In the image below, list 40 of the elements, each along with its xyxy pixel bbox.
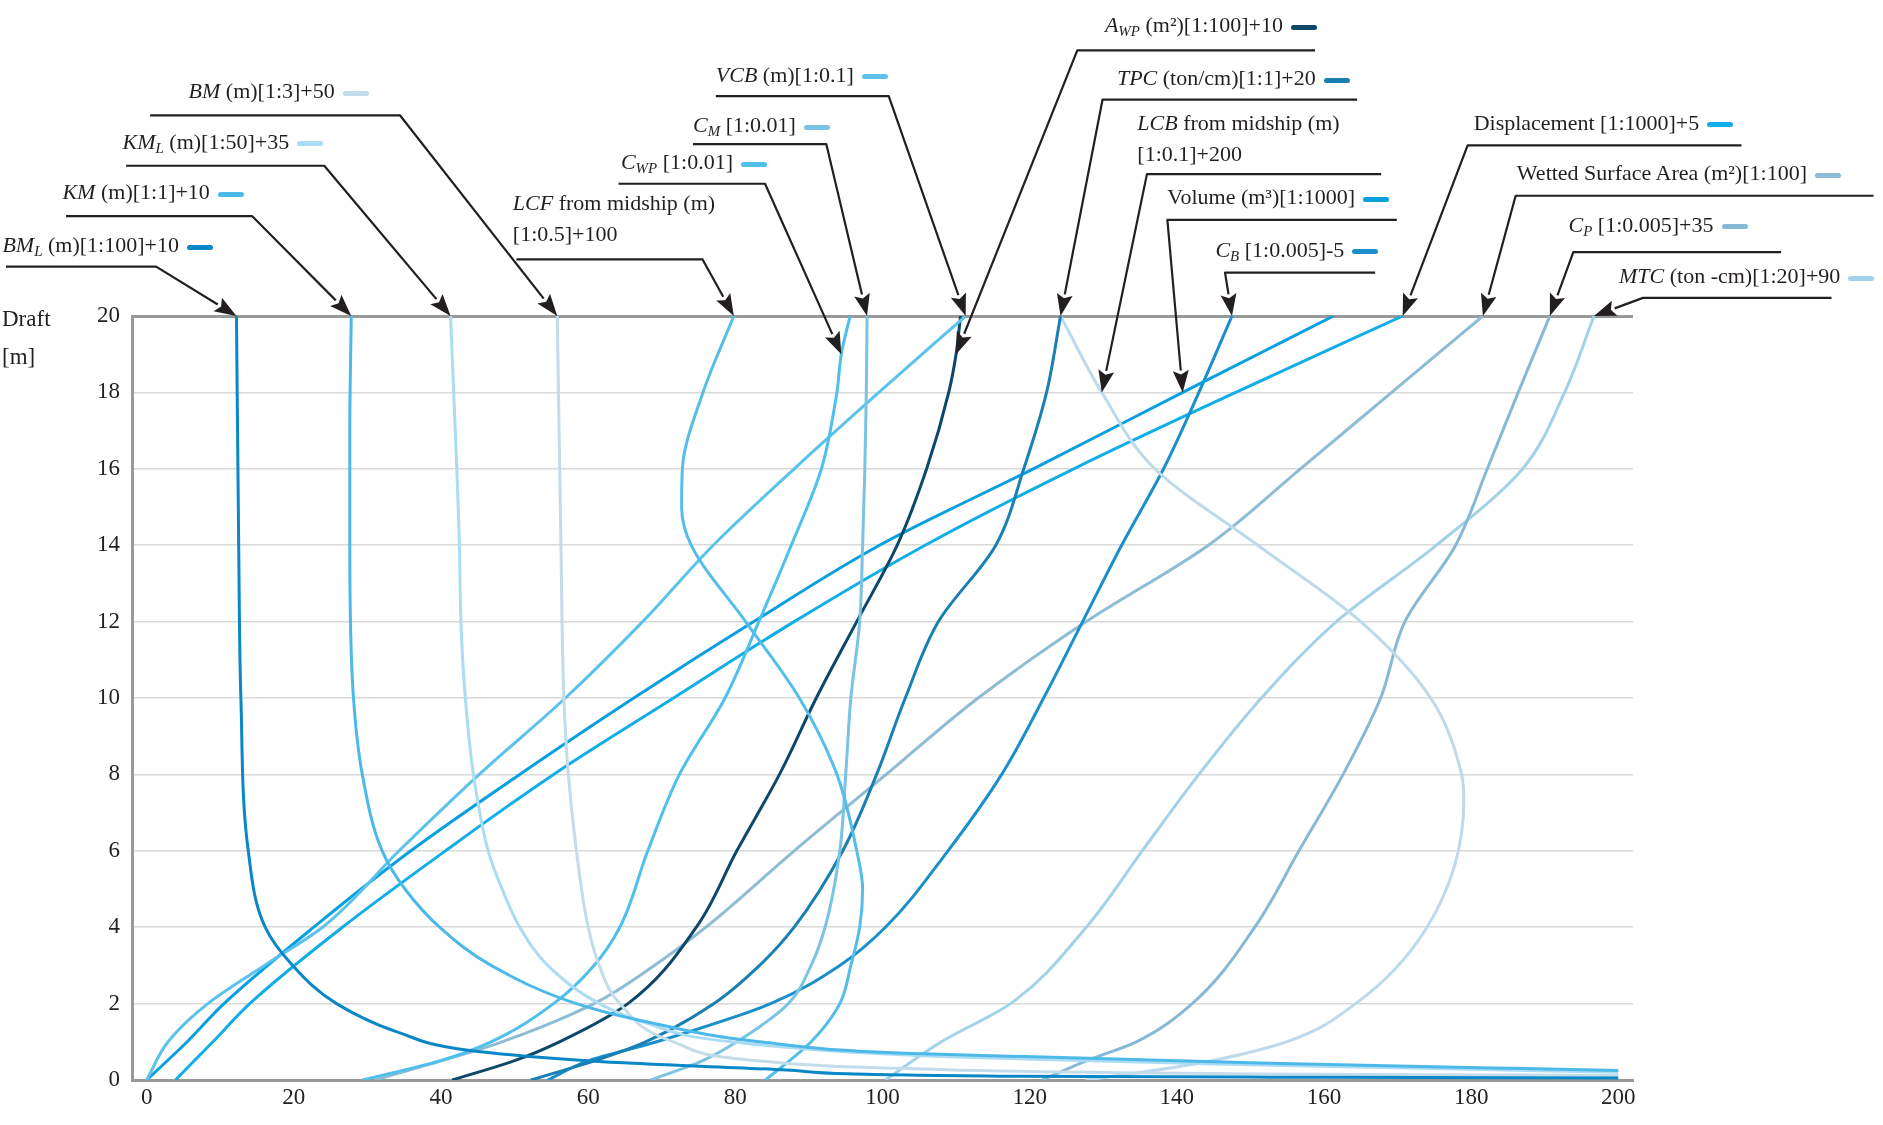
legend-label: C$_{WP}$ [1:0.01] [620,149,733,177]
legend-label: Wetted Surface Area (m²)[1:100] [1516,160,1807,186]
text: LCF from midship (m) [1:0.5]+100 [512,190,716,247]
y-axis-title: Draft [m] [2,305,52,371]
x-tick-label: 20 [282,1083,306,1109]
x-tick-label: 100 [865,1083,900,1109]
y-tick-label: 14 [97,531,121,557]
legend-label: KM (m)[1:1]+10 [62,179,210,205]
y-tick-label: 2 [108,989,120,1015]
legend-label: TPC (ton/cm)[1:1]+20 [1116,65,1316,91]
y-tick-label: 8 [108,760,120,786]
legend-label: KM$_{L}$ (m)[1:50]+35 [122,128,290,156]
y-tick-label: 0 [108,1066,120,1092]
legend-label: Displacement [1:1000]+5 [1473,109,1700,135]
legend-label: BM$_{L}$ (m)[1:100]+10 [2,232,179,259]
x-tick-label: 160 [1306,1083,1342,1109]
legend-label: VCB (m)[1:0.1] [715,61,854,87]
x-tick-label: 0 [140,1083,153,1109]
y-tick-label: 20 [97,302,120,328]
y-tick-label: 10 [97,684,120,710]
text: LCB from midship (m) [1:0.1]+200 [1137,109,1340,166]
y-tick-label: 12 [97,607,120,633]
x-tick-label: 180 [1453,1083,1489,1109]
y-tick-label: 18 [97,378,120,404]
x-tick-label: 40 [429,1083,453,1109]
y-tick-label: 6 [108,836,120,862]
legend-label: C$_{P}$ [1:0.005]+35 [1568,211,1714,239]
legend-label: C$_{B}$ [1:0.005]-5 [1215,237,1345,264]
legend-label: BM (m)[1:3]+50 [188,78,335,104]
y-tick-label: 4 [108,913,121,939]
y-tick-label: 16 [97,454,120,480]
x-tick-label: 200 [1601,1083,1636,1109]
x-tick-label: 60 [576,1083,600,1109]
x-tick-label: 80 [723,1083,747,1109]
legend-label: A$_{WP}$ (m²)[1:100]+10 [1104,12,1283,40]
legend-label: C$_{M}$ [1:0.01] [692,112,796,139]
legend-label: MTC (ton -cm)[1:20]+90 [1618,263,1841,289]
x-tick-label: 140 [1159,1083,1195,1109]
x-tick-label: 120 [1012,1083,1047,1109]
legend-label: Volume (m³)[1:1000] [1167,184,1356,210]
